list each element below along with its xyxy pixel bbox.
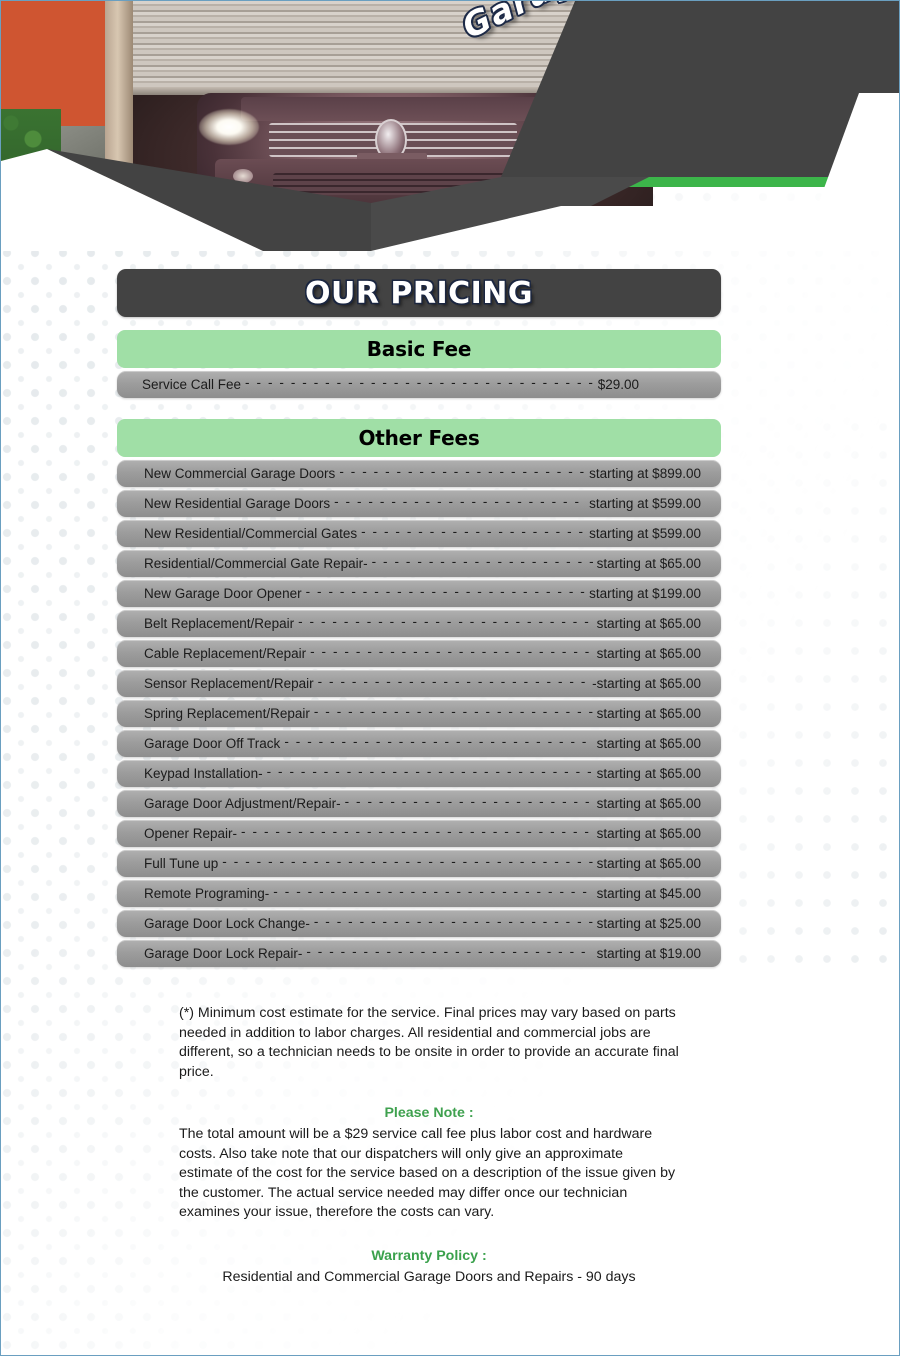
header-banner: Garage Door Service — [1, 1, 899, 251]
fee-price: starting at $65.00 — [596, 706, 701, 721]
fee-label: Garage Door Adjustment/Repair- — [144, 796, 341, 811]
fee-label: New Garage Door Opener — [144, 586, 302, 601]
fee-row[interactable]: Garage Door Off Track - - - - - - - - - … — [117, 730, 721, 757]
warranty-policy-heading: Warranty Policy : — [371, 1247, 487, 1264]
fee-dotted-leader: - - - - - - - - - - - - - - - - - - - - … — [361, 524, 585, 539]
fee-row[interactable]: Sensor Replacement/Repair - - - - - - - … — [117, 670, 721, 697]
fee-dotted-leader: - - - - - - - - - - - - - - - - - - - - … — [273, 884, 592, 899]
fee-row[interactable]: Garage Door Lock Change- - - - - - - - - … — [117, 910, 721, 937]
fee-dotted-leader: - - - - - - - - - - - - - - - - - - - - … — [222, 854, 592, 869]
fee-label: New Residential Garage Doors — [144, 496, 331, 511]
headlight-left-icon — [199, 109, 259, 145]
fog-light-left-icon — [233, 169, 253, 183]
please-note-heading: Please Note : — [384, 1105, 474, 1122]
fee-row[interactable]: Residential/Commercial Gate Repair- - - -… — [117, 550, 721, 577]
fee-price: starting at $65.00 — [596, 736, 701, 751]
fee-price: starting at $65.00 — [596, 826, 701, 841]
pricing-title-bar: OUR PRICING — [117, 269, 721, 317]
fee-price: starting at $65.00 — [596, 796, 701, 811]
fee-label: Remote Programing- — [144, 886, 270, 901]
fee-price: $29.00 — [597, 377, 639, 392]
fee-row[interactable]: Garage Door Adjustment/Repair- - - - - - … — [117, 790, 721, 817]
fee-dotted-leader: - - - - - - - - - - - - - - - - - - - - … — [298, 614, 593, 629]
fee-row[interactable]: Garage Door Lock Repair- - - - - - - - - … — [117, 940, 721, 967]
fee-dotted-leader: - - - - - - - - - - - - - - - - - - - - … — [339, 464, 585, 479]
spacer — [1, 1223, 899, 1247]
fee-row[interactable]: Spring Replacement/Repair - - - - - - - … — [117, 700, 721, 727]
please-note-body: The total amount will be a $29 service c… — [179, 1125, 676, 1221]
fee-price: starting at $25.00 — [596, 916, 701, 931]
fee-row-list: New Commercial Garage Doors - - - - - - -… — [1, 460, 899, 967]
fee-dotted-leader: - - - - - - - - - - - - - - - - - - - - … — [313, 914, 593, 929]
section-header-basic-fee: Basic Fee — [117, 330, 721, 368]
fee-dotted-leader: - - - - - - - - - - - - - - - - - - - - … — [344, 794, 593, 809]
fee-dotted-leader: - - - - - - - - - - - - - - - - - - - - … — [245, 375, 594, 390]
fee-dotted-leader: - - - - - - - - - - - - - - - - - - - - … — [306, 944, 593, 959]
fee-dotted-leader: - - - - - - - - - - - - - - - - - - - - … — [313, 704, 593, 719]
fee-price: -starting at $65.00 — [592, 676, 701, 691]
section-header-label: Other Fees — [358, 426, 480, 450]
fee-row[interactable]: New Residential Garage Doors - - - - - -… — [117, 490, 721, 517]
fee-row[interactable]: Cable Replacement/Repair - - - - - - - -… — [117, 640, 721, 667]
fee-label: Belt Replacement/Repair — [144, 616, 295, 631]
fee-price: starting at $65.00 — [596, 856, 701, 871]
fee-label: Garage Door Lock Change- — [144, 916, 310, 931]
fee-label: Service Call Fee — [142, 377, 242, 392]
warranty-policy-body: Residential and Commercial Garage Doors … — [222, 1268, 636, 1285]
fee-row[interactable]: Belt Replacement/Repair - - - - - - - - … — [117, 610, 721, 637]
fee-price: starting at $899.00 — [589, 466, 701, 481]
fee-label: Residential/Commercial Gate Repair- — [144, 556, 368, 571]
fee-dotted-leader: - - - - - - - - - - - - - - - - - - - - … — [284, 734, 593, 749]
footer-notes: (*) Minimum cost estimate for the servic… — [1, 1004, 899, 1287]
fee-dotted-leader: - - - - - - - - - - - - - - - - - - - - … — [241, 824, 593, 839]
fee-price: starting at $599.00 — [589, 496, 701, 511]
page-title: OUR PRICING — [304, 275, 534, 311]
fee-price: starting at $45.00 — [596, 886, 701, 901]
car-hood — [241, 97, 545, 121]
fee-dotted-leader: - - - - - - - - - - - - - - - - - - - - … — [371, 554, 593, 569]
fee-label: Full Tune up — [144, 856, 219, 871]
fee-label: Opener Repair- — [144, 826, 238, 841]
section-header-other-fees: Other Fees — [117, 419, 721, 457]
fee-label: Garage Door Lock Repair- — [144, 946, 303, 961]
fee-dotted-leader: - - - - - - - - - - - - - - - - - - - - … — [310, 644, 591, 659]
fee-label: Sensor Replacement/Repair — [144, 676, 314, 691]
fee-row[interactable]: Opener Repair- - - - - - - - - - - - - - … — [117, 820, 721, 847]
fee-price: starting at $65.00 — [596, 766, 701, 781]
fee-price: starting at $65.00 — [596, 556, 701, 571]
fee-row[interactable]: Service Call Fee - - - - - - - - - - - -… — [117, 371, 721, 398]
fee-row[interactable]: Full Tune up - - - - - - - - - - - - - -… — [117, 850, 721, 877]
fee-row[interactable]: Remote Programing- - - - - - - - - - - - … — [117, 880, 721, 907]
fee-dotted-leader: - - - - - - - - - - - - - - - - - - - - … — [305, 584, 586, 599]
fee-row[interactable]: New Garage Door Opener - - - - - - - - -… — [117, 580, 721, 607]
fee-dotted-leader: - - - - - - - - - - - - - - - - - - - - … — [266, 764, 593, 779]
fee-row[interactable]: New Residential/Commercial Gates - - - - … — [117, 520, 721, 547]
fee-dotted-leader: - - - - - - - - - - - - - - - - - - - - … — [334, 494, 585, 509]
fee-label: New Residential/Commercial Gates — [144, 526, 358, 541]
fee-label: New Commercial Garage Doors — [144, 466, 336, 481]
section-header-label: Basic Fee — [366, 337, 472, 361]
fee-label: Cable Replacement/Repair — [144, 646, 307, 661]
disclaimer-text: (*) Minimum cost estimate for the servic… — [179, 1005, 679, 1080]
fee-label: Spring Replacement/Repair — [144, 706, 310, 721]
fee-label: Keypad Installation- — [144, 766, 263, 781]
fee-price: starting at $599.00 — [589, 526, 701, 541]
fee-price: starting at $65.00 — [596, 646, 701, 661]
dark-diagonal-band — [501, 1, 899, 177]
spacer — [1, 1082, 899, 1104]
pricing-content: OUR PRICING Basic Fee Service Call Fee -… — [1, 251, 899, 967]
fee-row[interactable]: New Commercial Garage Doors - - - - - - -… — [117, 460, 721, 487]
fee-row[interactable]: Keypad Installation- - - - - - - - - - - … — [117, 760, 721, 787]
fee-price: starting at $65.00 — [596, 616, 701, 631]
fee-label: Garage Door Off Track — [144, 736, 281, 751]
fee-dotted-leader: - - - - - - - - - - - - - - - - - - - - … — [317, 674, 589, 689]
garage-door-lip — [133, 87, 653, 97]
fee-price: starting at $199.00 — [589, 586, 701, 601]
fee-price: starting at $19.00 — [596, 946, 701, 961]
